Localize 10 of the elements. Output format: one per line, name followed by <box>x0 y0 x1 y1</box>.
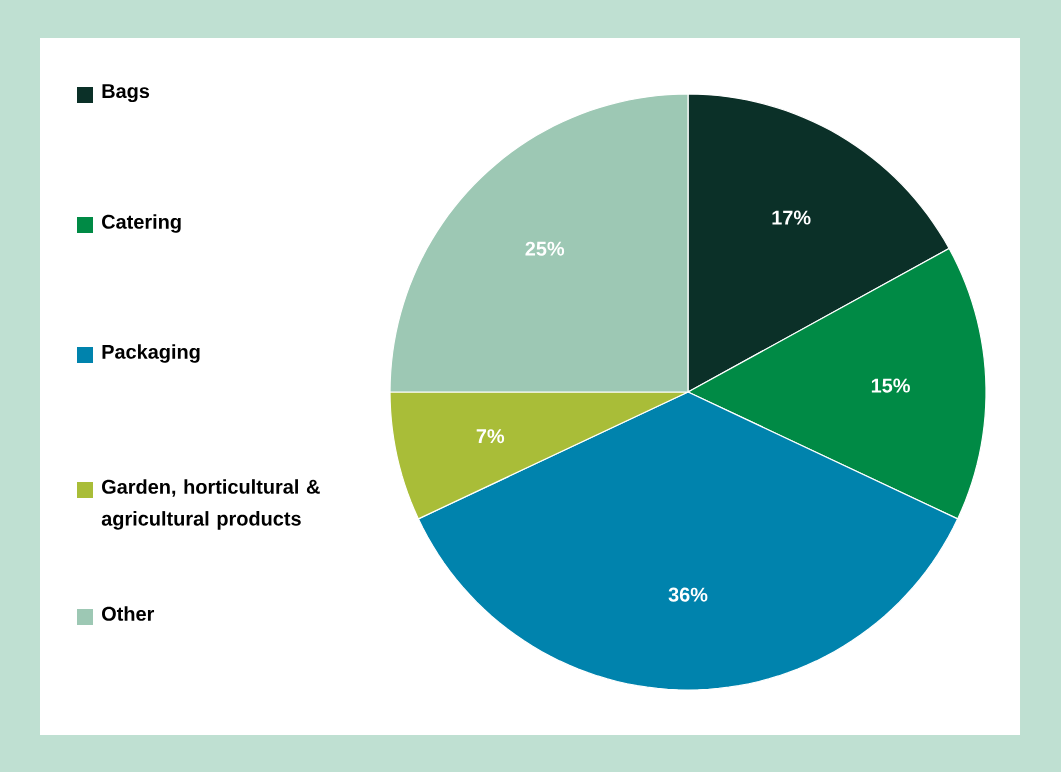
legend-label: Garden, horticultural & agricultural products <box>101 479 320 530</box>
data-label: 36% <box>668 587 708 602</box>
legend-label: Other <box>102 606 155 621</box>
legend-label: Bags <box>102 84 150 103</box>
legend-label: Catering <box>102 214 181 233</box>
data-label: 15% <box>871 378 910 393</box>
data-label: 25% <box>525 241 565 256</box>
legend-label: Packaging <box>102 344 200 363</box>
data-label: 7% <box>476 429 505 444</box>
data-label: 17% <box>772 210 811 225</box>
